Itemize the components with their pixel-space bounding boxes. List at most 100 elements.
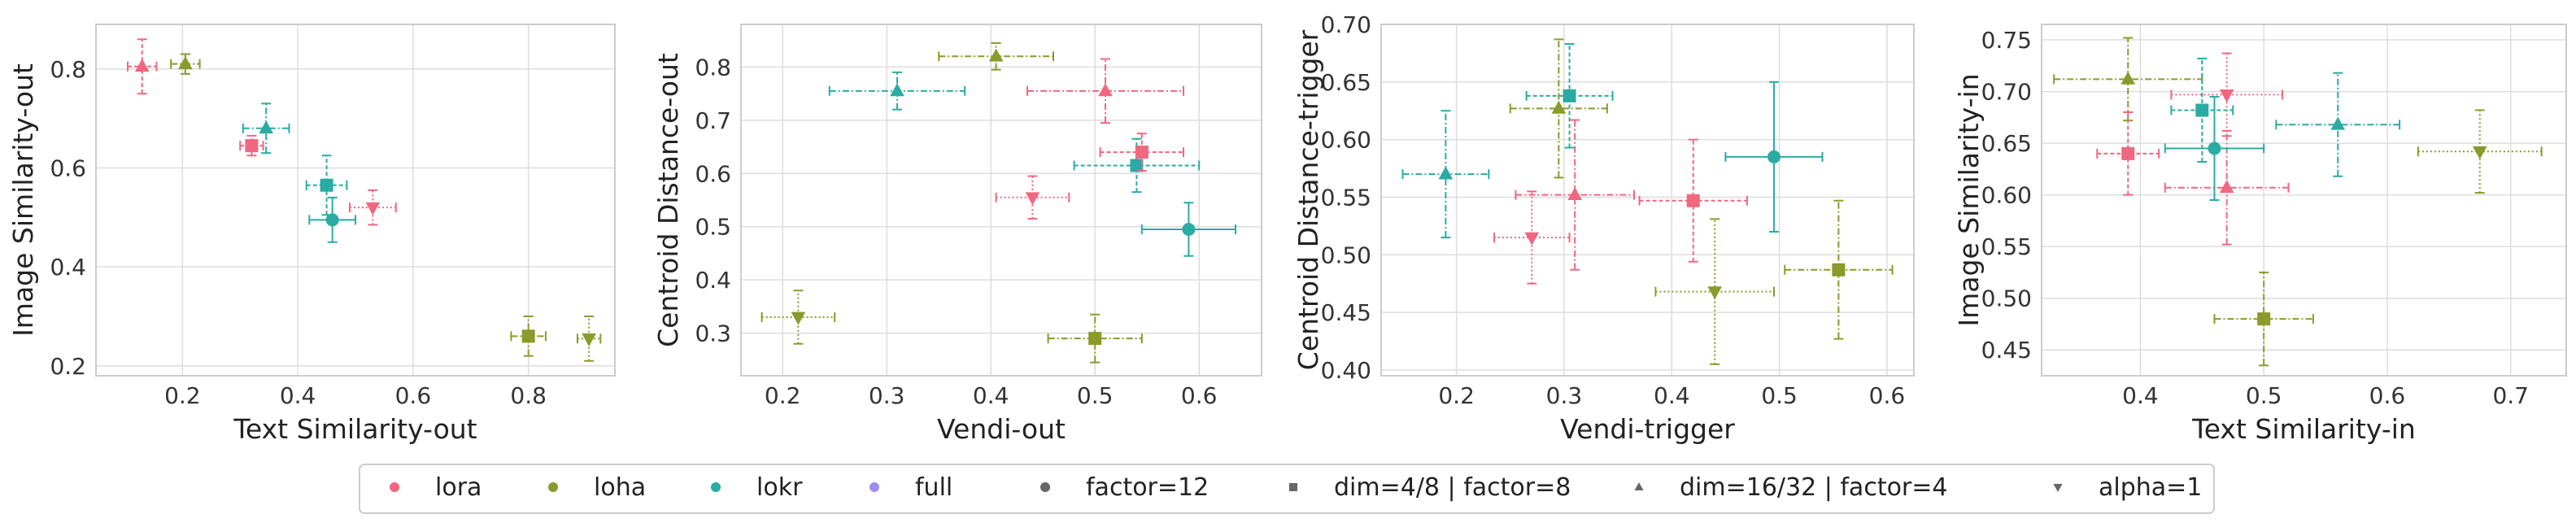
legend-marker xyxy=(2053,484,2063,492)
point-marker xyxy=(365,202,381,216)
data-point-lora-triangle-up xyxy=(126,38,158,95)
chart-panel-1: 0.2 0.4 0.6 0.8 0.2 0.4 0.6 0.8 Text Similarity-… xyxy=(7,24,616,445)
point-marker xyxy=(1438,166,1454,180)
point-marker xyxy=(1524,232,1540,246)
x-tick-label: 0.7 xyxy=(2492,382,2529,409)
x-tick-label: 0.4 xyxy=(2122,382,2159,409)
point-marker xyxy=(2208,142,2221,155)
plot-frame xyxy=(2041,24,2567,377)
point-marker xyxy=(1767,150,1781,163)
point-marker xyxy=(320,178,333,192)
y-axis-label: Centroid Distance-out xyxy=(652,53,684,347)
y-tick-label: 0.50 xyxy=(1981,285,2032,312)
x-axis-label: Text Similarity-out xyxy=(233,413,477,445)
y-tick-label: 0.3 xyxy=(695,320,731,347)
y-axis-label: Centroid Distance-trigger xyxy=(1292,29,1324,370)
point-marker xyxy=(1098,83,1113,97)
data-point-lokr-dot xyxy=(1724,81,1824,233)
data-point-lokr-square xyxy=(1073,137,1201,194)
x-tick-label: 0.3 xyxy=(1546,382,1583,409)
x-axis-label: Vendi-out xyxy=(937,413,1066,445)
x-axis-label: Vendi-trigger xyxy=(1560,413,1735,445)
legend-label: dim=4/8 | factor=8 xyxy=(1334,473,1571,502)
point-marker xyxy=(2219,180,2234,194)
point-marker xyxy=(1567,187,1582,201)
point-marker xyxy=(2195,103,2209,117)
data-point-loha-triangle-up xyxy=(2053,37,2203,122)
y-axis-label: Image Similarity-out xyxy=(7,63,39,337)
data-point-lokr-square xyxy=(305,155,348,216)
x-axis-label: Text Similarity-in xyxy=(2191,413,2416,445)
legend-label: dim=16/32 | factor=4 xyxy=(1680,473,1948,502)
data-point-lokr-triangle-up xyxy=(2275,72,2401,177)
legend: lora loha lokr full factor=12 dim=4/8 | facto… xyxy=(359,464,2215,514)
x-tick-label: 0.6 xyxy=(395,382,432,409)
point-marker xyxy=(1182,223,1196,236)
legend-label: loha xyxy=(594,473,646,502)
y-tick-label: 0.8 xyxy=(695,54,731,81)
point-marker xyxy=(325,213,339,227)
y-tick-label: 0.65 xyxy=(1321,69,1371,96)
plot-frame xyxy=(95,24,616,377)
data-point-lora-triangle-down xyxy=(348,189,397,226)
data-point-lora-triangle-up xyxy=(1515,119,1635,271)
data-point-loha-square xyxy=(1784,199,1894,340)
chart-panel-4: 0.4 0.5 0.6 0.7 0.45 0.50 0.55 0.60 0.65 0.70 0.75… xyxy=(1953,24,2567,445)
y-tick-label: 0.60 xyxy=(1981,182,2032,209)
point-marker xyxy=(1563,89,1576,102)
legend-marker xyxy=(1634,482,1644,490)
x-tick-label: 0.4 xyxy=(973,382,1009,409)
y-tick-label: 0.40 xyxy=(1321,357,1371,384)
y-tick-label: 0.70 xyxy=(1321,11,1371,38)
point-marker xyxy=(2121,71,2136,85)
point-marker xyxy=(1025,192,1040,206)
data-point-loha-triangle-up xyxy=(1509,38,1608,179)
point-marker xyxy=(521,329,535,343)
x-tick-label: 0.4 xyxy=(280,382,316,409)
data-point-lora-square xyxy=(2096,111,2160,196)
legend-item-5: factor=12 xyxy=(1040,473,1209,502)
y-tick-label: 0.60 xyxy=(1321,127,1371,154)
legend-marker xyxy=(1289,483,1297,491)
y-tick-label: 0.45 xyxy=(1981,337,2032,364)
legend-label: full xyxy=(915,473,952,502)
data-point-lokr-dot xyxy=(1140,202,1236,257)
x-tick-label: 0.6 xyxy=(1869,382,1906,409)
point-marker xyxy=(988,48,1004,62)
data-point-loha-triangle-up xyxy=(170,53,201,75)
data-point-lora-square xyxy=(1638,138,1748,263)
x-tick-label: 0.3 xyxy=(869,382,905,409)
x-tick-label: 0.2 xyxy=(1438,382,1475,409)
plot-area xyxy=(2042,24,2566,376)
legend-item-7: dim=16/32 | factor=4 xyxy=(1634,473,1948,502)
point-marker xyxy=(2121,146,2135,160)
x-tick-label: 0.8 xyxy=(510,382,547,409)
point-marker xyxy=(134,59,150,72)
data-point-lokr-dot xyxy=(308,196,356,243)
point-marker xyxy=(1088,332,1102,346)
plot-frame xyxy=(740,24,1262,377)
legend-frame xyxy=(359,464,2215,514)
point-marker xyxy=(791,311,806,325)
chart-panel-3: 0.2 0.3 0.4 0.5 0.6 0.40 0.45 0.50 0.55 0.60 0.65 0… xyxy=(1292,11,1915,445)
legend-item-3: lokr xyxy=(711,473,803,502)
data-point-loha-square xyxy=(2213,271,2314,367)
y-tick-label: 0.50 xyxy=(1321,242,1371,268)
x-tick-label: 0.6 xyxy=(1181,382,1218,409)
data-point-loha-triangle-down xyxy=(1654,218,1775,365)
legend-item-1: lora xyxy=(390,473,482,502)
point-marker xyxy=(1707,286,1723,300)
y-tick-label: 0.6 xyxy=(695,160,731,187)
chart-panel-2: 0.2 0.3 0.4 0.5 0.6 0.3 0.4 0.5 0.6 0.7 0.8 Vendi-o… xyxy=(652,24,1262,445)
legend-label: factor=12 xyxy=(1086,473,1209,502)
y-tick-label: 0.75 xyxy=(1981,27,2032,54)
data-point-loha-triangle-down xyxy=(761,290,836,345)
chart-panels: 0.2 0.4 0.6 0.8 0.2 0.4 0.6 0.8 Text Similarity-… xyxy=(7,11,2567,445)
x-tick-label: 0.5 xyxy=(1077,382,1114,409)
data-point-lokr-square xyxy=(2170,57,2234,163)
legend-item-6: dim=4/8 | factor=8 xyxy=(1289,473,1571,502)
point-marker xyxy=(259,120,273,134)
data-point-lokr-triangle-up xyxy=(1401,110,1490,239)
x-tick-label: 0.4 xyxy=(1654,382,1690,409)
point-marker xyxy=(1832,263,1846,277)
